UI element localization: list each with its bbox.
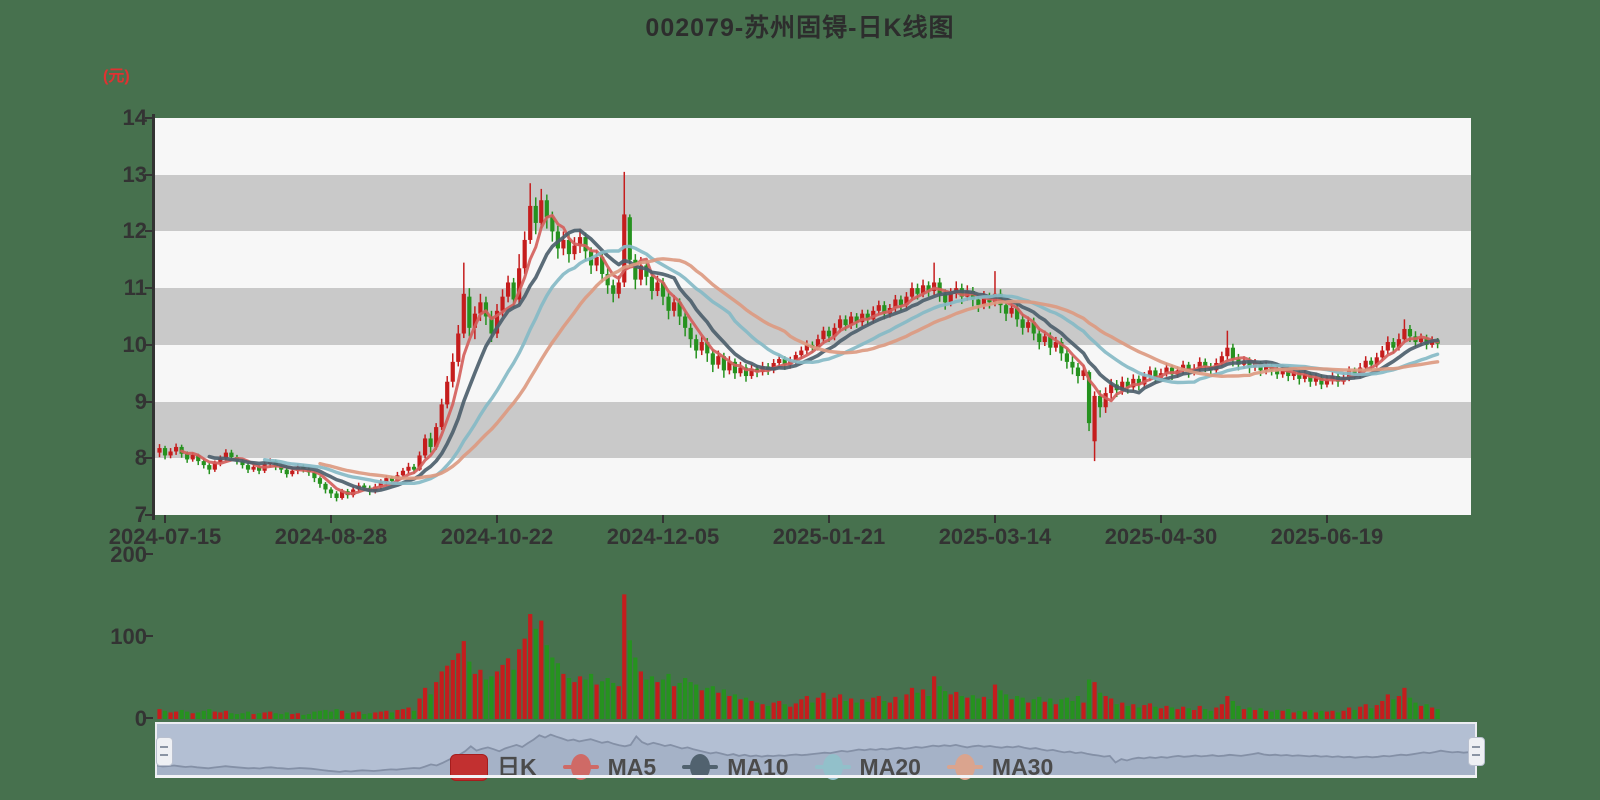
price-axis-tick: 14 bbox=[122, 105, 147, 130]
date-axis-label: 2024-07-15 bbox=[108, 524, 222, 549]
date-axis-label: 2025-01-21 bbox=[772, 524, 886, 549]
ma30-legend-icon bbox=[946, 752, 983, 782]
date-axis-tick-mark bbox=[662, 515, 664, 523]
price-axis-tick-mark bbox=[145, 514, 153, 516]
price-axis-tick-mark bbox=[145, 173, 153, 176]
date-axis-tick-mark bbox=[330, 515, 333, 523]
datazoom-right-handle[interactable] bbox=[1468, 737, 1485, 766]
grid-band bbox=[155, 458, 1471, 515]
ma20-legend-icon bbox=[814, 752, 851, 782]
legend-item-label: MA20 bbox=[859, 753, 921, 780]
volume-axis-tick-mark bbox=[145, 717, 153, 719]
grid-band bbox=[155, 118, 1471, 175]
legend: 日K MA5 MA10 MA20 MA30 bbox=[450, 742, 1053, 792]
date-axis-label: 2025-03-14 bbox=[938, 524, 1052, 549]
price-axis-tick: 13 bbox=[122, 161, 147, 187]
date-axis-tick-mark bbox=[827, 515, 830, 523]
price-axis-tick: 8 bbox=[134, 445, 147, 471]
price-unit-label: (元) bbox=[103, 68, 130, 85]
price-axis-tick-mark bbox=[145, 117, 153, 119]
price-y-axis-line bbox=[152, 114, 155, 520]
date-axis-tick-mark bbox=[1159, 515, 1162, 523]
legend-item-ma10[interactable]: MA10 bbox=[682, 752, 789, 782]
ma5-legend-icon bbox=[562, 752, 599, 782]
price-axis-tick-mark bbox=[145, 343, 153, 346]
volume-axis-tick-mark bbox=[145, 635, 153, 637]
legend-item-ma30[interactable]: MA30 bbox=[946, 752, 1054, 782]
grid-band bbox=[155, 401, 1471, 459]
grid-band bbox=[155, 231, 1471, 289]
date-axis-tick-mark bbox=[1325, 515, 1328, 523]
date-axis-label: 2024-08-28 bbox=[274, 524, 388, 549]
price-axis-tick: 7 bbox=[134, 502, 147, 527]
volume-axis-tick: 0 bbox=[134, 706, 147, 731]
legend-item-ma5[interactable]: MA5 bbox=[562, 752, 657, 782]
volume-axis-tick-mark bbox=[145, 553, 153, 555]
date-axis-label: 2024-10-22 bbox=[440, 524, 554, 549]
price-axis-tick-mark bbox=[145, 230, 153, 233]
price-axis-tick-mark bbox=[145, 457, 153, 460]
volume-axis-tick: 200 bbox=[110, 542, 147, 567]
legend-item-label: MA30 bbox=[991, 753, 1054, 780]
grid-band bbox=[155, 288, 1471, 345]
price-axis-tick-mark bbox=[145, 400, 153, 403]
price-grid-bands bbox=[155, 118, 1471, 515]
date-axis-label: 2025-06-19 bbox=[1270, 524, 1384, 549]
legend-item-label: MA10 bbox=[727, 753, 789, 780]
legend-item-ma20[interactable]: MA20 bbox=[814, 752, 921, 782]
price-axis-tick: 11 bbox=[123, 275, 147, 301]
price-axis-tick: 9 bbox=[134, 388, 147, 414]
chart-title: 002079-苏州固锝-日K线图 bbox=[645, 14, 955, 42]
ma10-legend-icon bbox=[682, 752, 719, 782]
date-axis-tick-mark bbox=[993, 515, 996, 523]
datazoom-bottom-border bbox=[155, 775, 1477, 778]
price-axis-tick: 12 bbox=[122, 218, 147, 244]
price-axis-tick-mark bbox=[145, 287, 153, 290]
legend-item-label: 日K bbox=[497, 753, 537, 780]
legend-item-label: MA5 bbox=[607, 753, 657, 780]
date-axis-label: 2024-12-05 bbox=[606, 524, 720, 549]
volume-axis-tick: 100 bbox=[110, 624, 147, 649]
grid-band bbox=[155, 174, 1471, 232]
date-axis-label: 2025-04-30 bbox=[1104, 524, 1218, 549]
price-axis-tick: 10 bbox=[122, 331, 147, 357]
datazoom-left-handle[interactable] bbox=[156, 737, 173, 766]
date-axis-tick-mark bbox=[496, 515, 498, 523]
date-axis-tick-mark bbox=[164, 515, 167, 523]
